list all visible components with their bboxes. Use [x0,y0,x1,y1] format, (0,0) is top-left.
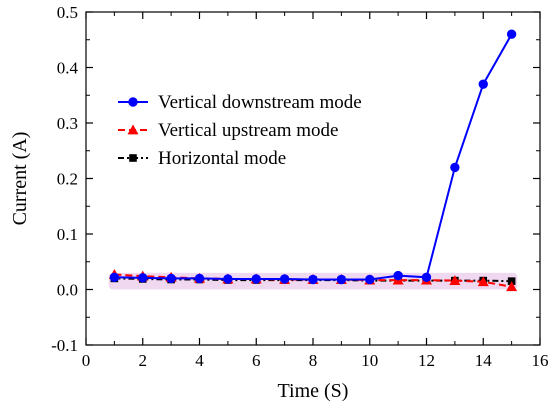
data-point [506,29,517,39]
x-tick-label: 6 [252,351,261,370]
y-axis-title: Current (A) [9,132,31,226]
data-point [477,276,489,287]
legend-marker [129,154,137,162]
x-tick-label: 10 [361,351,378,370]
legend-label: Vertical upstream mode [158,120,338,141]
x-tick-label: 0 [82,351,91,370]
data-point [450,162,460,173]
data-point [109,272,120,282]
data-point [507,277,516,285]
data-point [138,273,148,283]
y-tick-label: 0.2 [57,170,78,189]
data-point [279,274,290,284]
legend-item: Horizontal mode [118,148,286,169]
series-vertical-downstream-mode [109,29,517,285]
data-point [365,274,375,285]
x-tick-label: 12 [418,351,435,370]
x-tick-label: 16 [532,351,549,370]
data-point [308,274,318,285]
plot-frame [85,11,541,346]
data-point [223,274,233,284]
data-point [336,274,347,285]
data-point [166,273,176,284]
data-point [506,281,518,292]
y-tick-label: 0.0 [57,281,78,300]
legend-item: Vertical upstream mode [118,120,338,141]
data-point [449,275,461,286]
y-tick-label: -0.1 [51,336,78,355]
x-tick-label: 2 [139,351,148,370]
legend-marker [128,97,138,107]
y-tick-label: 0.3 [57,114,78,133]
legend-item: Vertical downstream mode [118,92,362,113]
data-point [194,273,205,284]
data-point [251,274,261,284]
y-tick-label: 0.1 [57,225,78,244]
x-tick-label: 4 [195,351,204,370]
data-point [393,270,403,281]
legend-label: Vertical downstream mode [158,92,362,113]
y-tick-label: 0.5 [57,3,78,22]
data-point [421,272,432,282]
legend-marker [127,124,139,135]
data-point [478,79,488,89]
legend-label: Horizontal mode [158,148,286,169]
x-axis-title: Time (S) [278,380,349,402]
legend: Vertical downstream mode Vertical upstrea… [118,92,362,169]
x-tick-label: 8 [309,351,318,370]
x-tick-label: 14 [475,351,493,370]
y-tick-label: 0.4 [57,59,79,78]
